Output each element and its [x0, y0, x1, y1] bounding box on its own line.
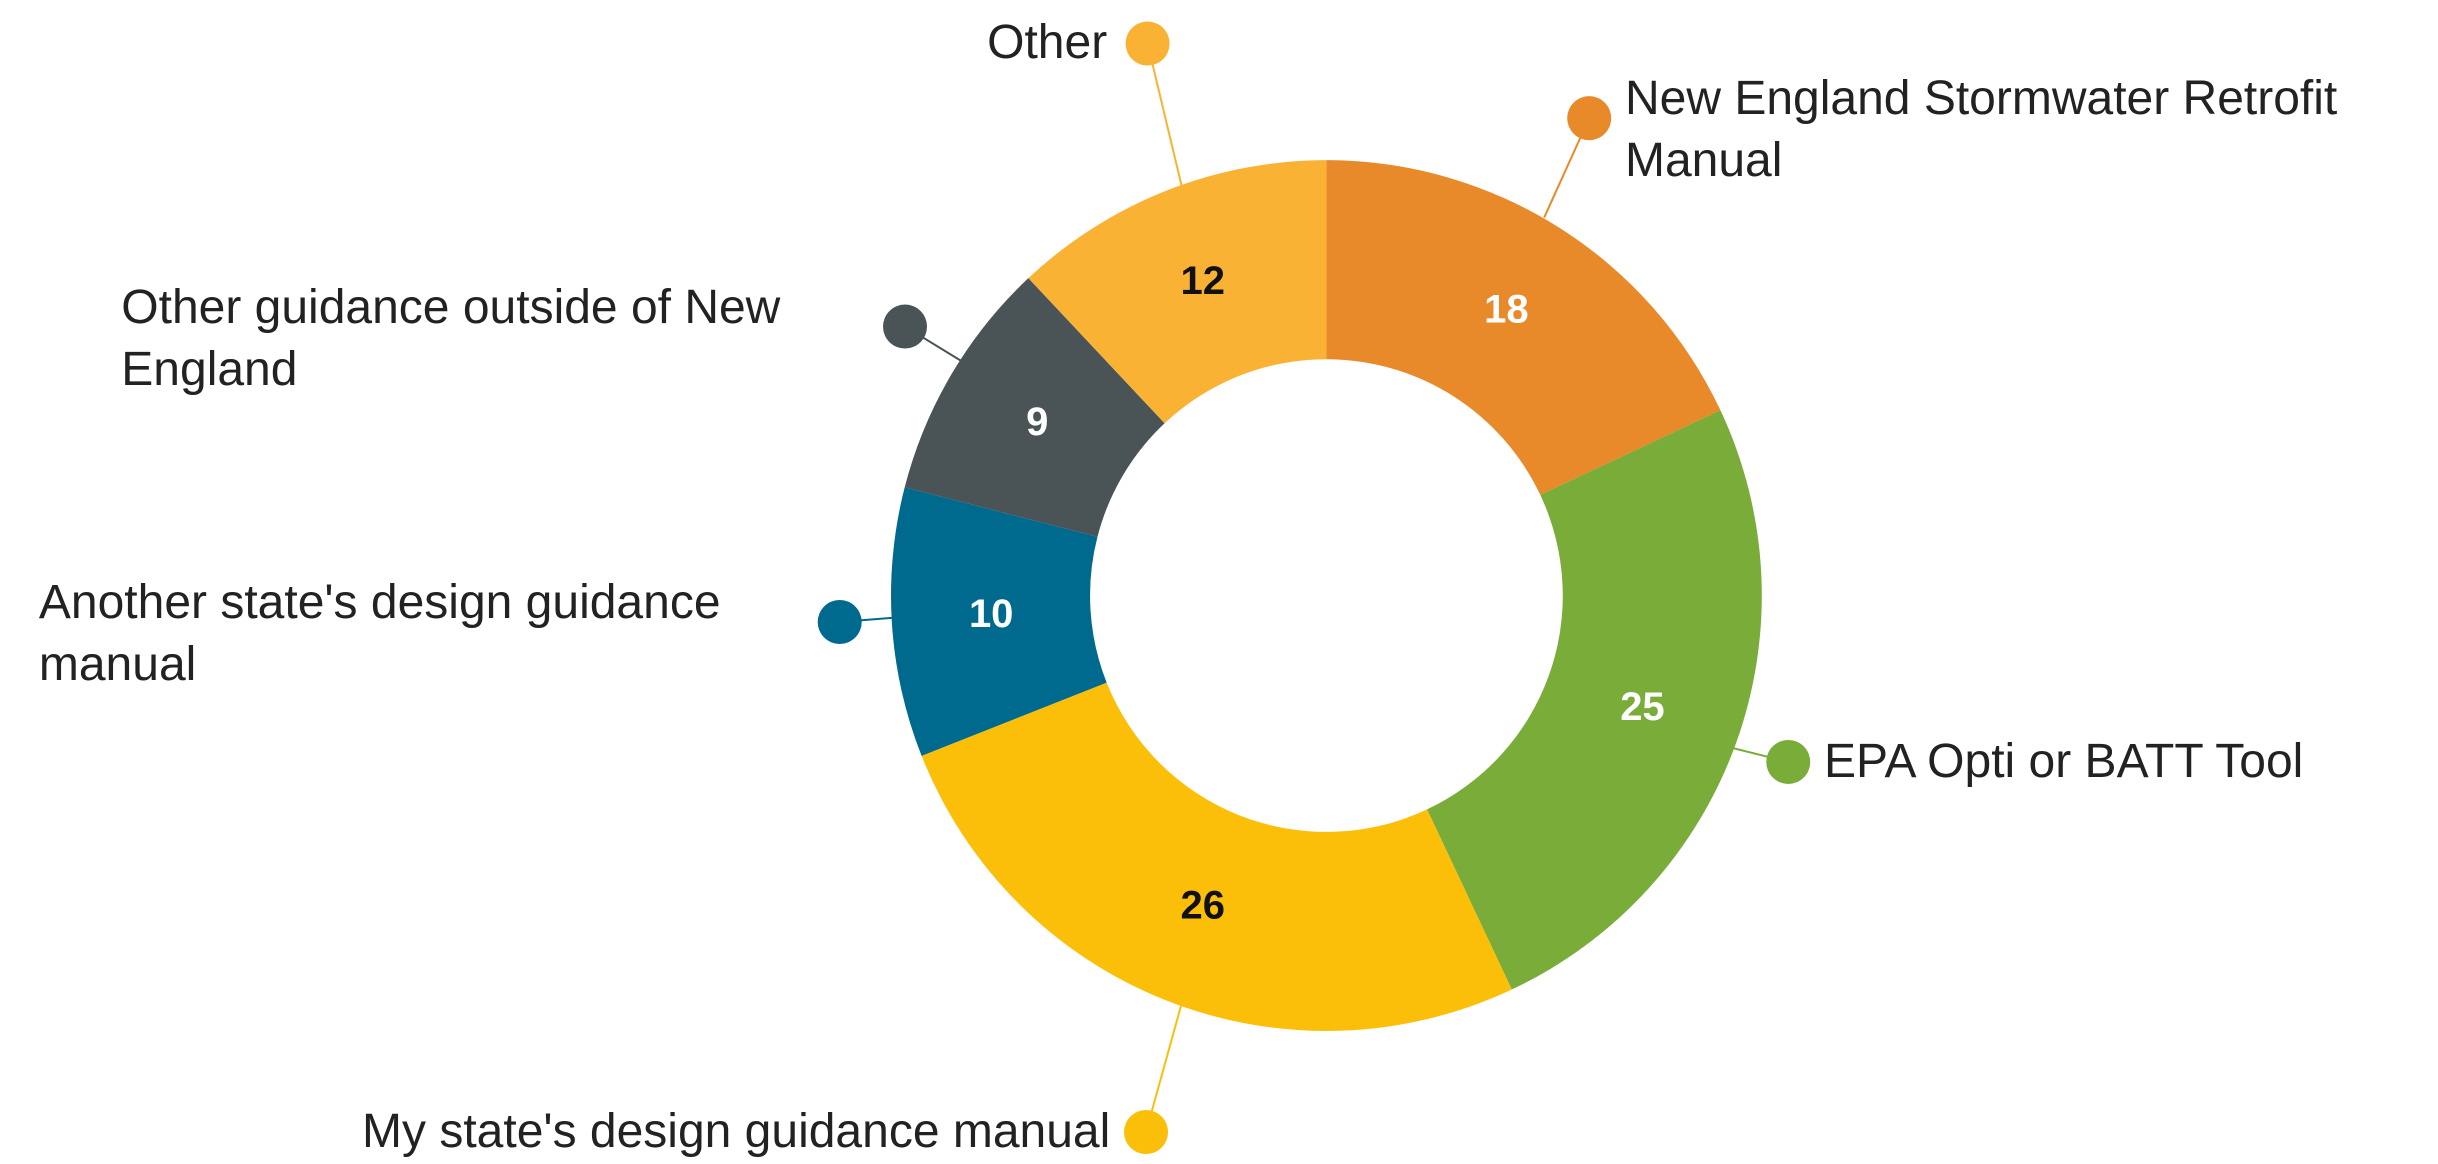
- leader-line: [1145, 1002, 1183, 1133]
- category-label: Other guidance outside of New England: [121, 280, 781, 396]
- category-label: EPA Opti or BATT Tool: [1824, 734, 2304, 788]
- value-label: 12: [1181, 259, 1226, 303]
- donut-segment: [1427, 410, 1762, 990]
- leader-line: [1146, 43, 1183, 187]
- legend-dot: [883, 304, 928, 349]
- donut-segment: [904, 278, 1165, 537]
- legend-dot: [1125, 21, 1170, 66]
- donut-segment: [921, 682, 1512, 1031]
- category-label: My state's design guidance manual: [362, 1104, 1111, 1158]
- value-label: 18: [1484, 288, 1529, 332]
- category-label: New England Stormwater Retrofit Manual: [1624, 72, 2338, 188]
- donut-segment: [1028, 160, 1327, 424]
- legend-dot: [1567, 96, 1612, 141]
- category-label: Another state's design guidance manual: [38, 576, 721, 692]
- donut-segment: [891, 487, 1107, 756]
- value-label: 9: [1026, 400, 1048, 444]
- value-label: 10: [969, 592, 1014, 636]
- legend-dot: [817, 600, 862, 644]
- value-label: 26: [1181, 883, 1226, 927]
- value-label: 25: [1620, 685, 1665, 729]
- legend-dot: [1766, 739, 1811, 784]
- donut-segment: [1326, 160, 1721, 495]
- legend-dot: [1124, 1110, 1169, 1155]
- category-label: Other: [987, 16, 1108, 70]
